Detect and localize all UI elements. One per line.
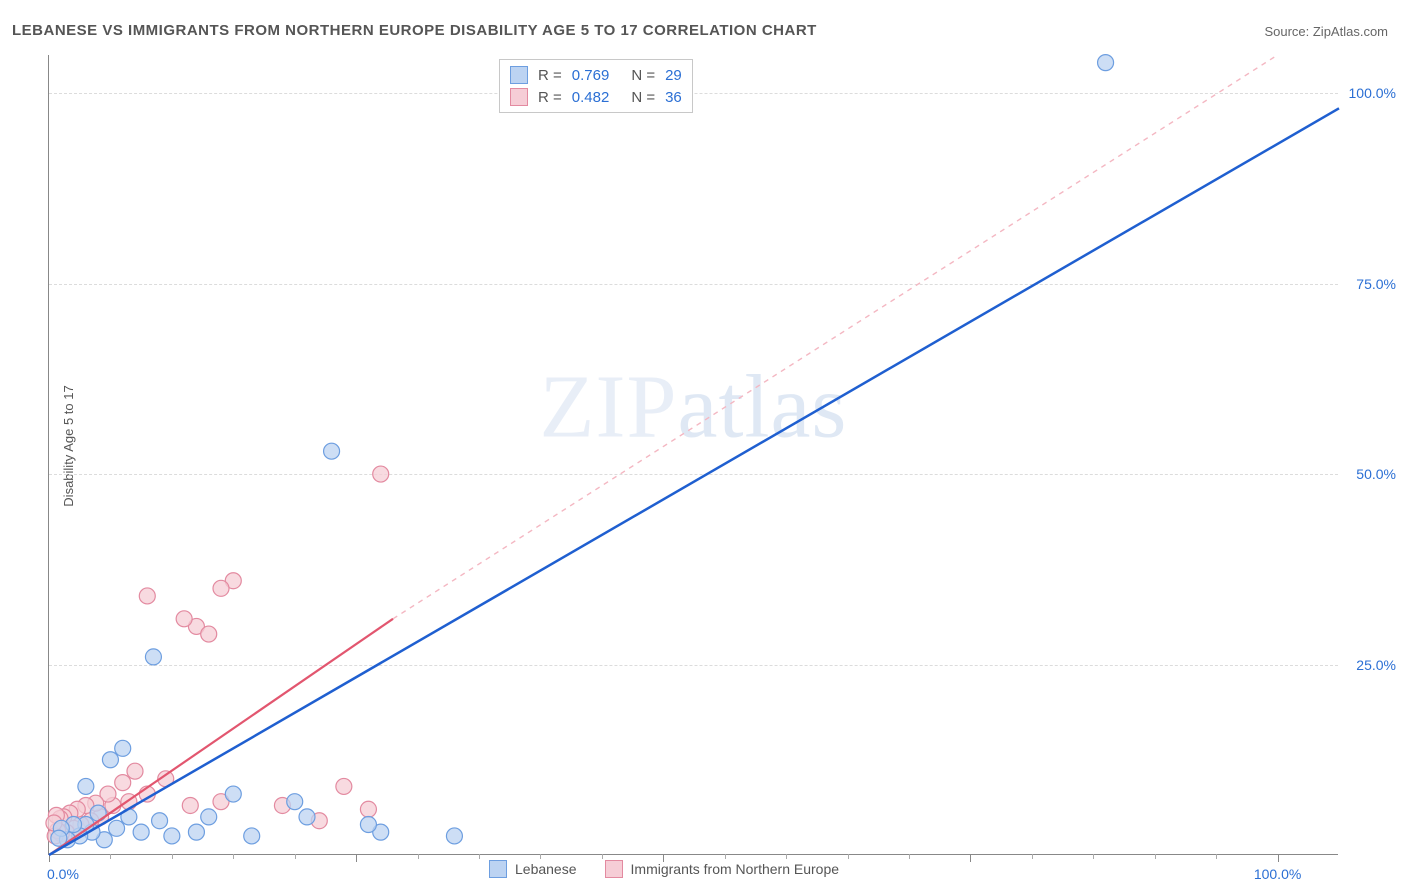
r-value-series-1: 0.769 (572, 67, 610, 84)
data-point-lebanese (324, 443, 340, 459)
legend-label-series-2: Immigrants from Northern Europe (631, 861, 840, 877)
data-point-n-europe (139, 588, 155, 604)
x-major-tick (356, 854, 357, 862)
data-point-lebanese (145, 649, 161, 665)
x-minor-tick (295, 854, 296, 859)
regression-line (49, 619, 393, 855)
swatch-series-2 (510, 88, 528, 106)
x-major-tick (970, 854, 971, 862)
x-minor-tick (909, 854, 910, 859)
data-point-lebanese (78, 778, 94, 794)
n-value-series-1: 29 (665, 67, 682, 84)
data-point-lebanese (299, 809, 315, 825)
data-point-n-europe (115, 775, 131, 791)
x-minor-tick (786, 854, 787, 859)
x-major-tick (1278, 854, 1279, 862)
data-point-lebanese (225, 786, 241, 802)
x-minor-tick (418, 854, 419, 859)
x-minor-tick (1216, 854, 1217, 859)
data-point-lebanese (109, 820, 125, 836)
x-minor-tick (540, 854, 541, 859)
x-minor-tick (110, 854, 111, 859)
y-tick-label: 100.0% (1349, 85, 1396, 101)
y-tick-label: 25.0% (1356, 657, 1396, 673)
regression-line (393, 55, 1278, 619)
legend-swatch-series-1 (489, 860, 507, 878)
series-legend: Lebanese Immigrants from Northern Europe (489, 860, 839, 878)
data-point-n-europe (336, 778, 352, 794)
x-minor-tick (1032, 854, 1033, 859)
data-point-lebanese (201, 809, 217, 825)
data-point-lebanese (115, 740, 131, 756)
y-tick-label: 75.0% (1356, 276, 1396, 292)
n-label: N = (631, 89, 655, 106)
y-tick-label: 50.0% (1356, 466, 1396, 482)
stats-legend-box: R = 0.769 N = 29 R = 0.482 N = 36 (499, 59, 693, 113)
data-point-lebanese (1098, 55, 1114, 71)
legend-swatch-series-2 (605, 860, 623, 878)
x-minor-tick (725, 854, 726, 859)
data-point-n-europe (182, 797, 198, 813)
plot-area: ZIPatlas 25.0%50.0%75.0%100.0% R = 0.769… (48, 55, 1338, 855)
data-point-n-europe (176, 611, 192, 627)
x-minor-tick (233, 854, 234, 859)
data-point-n-europe (127, 763, 143, 779)
stats-row-series-2: R = 0.482 N = 36 (510, 86, 682, 108)
scatter-chart-svg (49, 55, 1338, 854)
n-value-series-2: 36 (665, 89, 682, 106)
n-label: N = (631, 67, 655, 84)
legend-label-series-1: Lebanese (515, 861, 577, 877)
x-minor-tick (1093, 854, 1094, 859)
x-minor-tick (602, 854, 603, 859)
source-attribution: Source: ZipAtlas.com (1264, 24, 1388, 39)
data-point-lebanese (360, 817, 376, 833)
x-minor-tick (172, 854, 173, 859)
data-point-n-europe (213, 580, 229, 596)
data-point-lebanese (244, 828, 260, 844)
data-point-n-europe (373, 466, 389, 482)
data-point-n-europe (201, 626, 217, 642)
r-label: R = (538, 89, 562, 106)
swatch-series-1 (510, 66, 528, 84)
data-point-lebanese (188, 824, 204, 840)
x-minor-tick (848, 854, 849, 859)
r-value-series-2: 0.482 (572, 89, 610, 106)
data-point-n-europe (360, 801, 376, 817)
legend-item-series-1: Lebanese (489, 860, 577, 878)
data-point-lebanese (133, 824, 149, 840)
chart-title: LEBANESE VS IMMIGRANTS FROM NORTHERN EUR… (12, 22, 817, 39)
regression-line (49, 108, 1339, 855)
legend-item-series-2: Immigrants from Northern Europe (605, 860, 840, 878)
x-minor-tick (1155, 854, 1156, 859)
r-label: R = (538, 67, 562, 84)
data-point-lebanese (287, 794, 303, 810)
data-point-lebanese (446, 828, 462, 844)
data-point-lebanese (152, 813, 168, 829)
x-minor-tick (479, 854, 480, 859)
x-axis-min-label: 0.0% (47, 866, 79, 882)
stats-row-series-1: R = 0.769 N = 29 (510, 64, 682, 86)
data-point-lebanese (102, 752, 118, 768)
data-point-lebanese (164, 828, 180, 844)
x-axis-max-label: 100.0% (1254, 866, 1301, 882)
